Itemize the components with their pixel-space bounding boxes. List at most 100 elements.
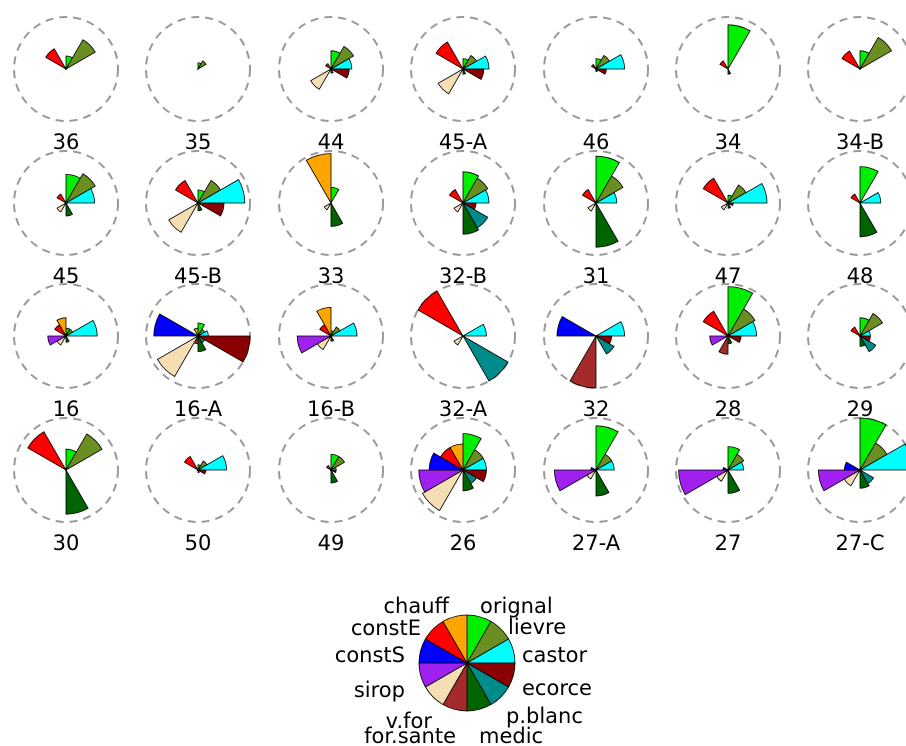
segment-constS xyxy=(843,461,862,471)
segment-sirop xyxy=(817,469,862,492)
star-label: 27-A xyxy=(572,531,621,555)
star-27: 27 xyxy=(675,417,781,555)
segment-lievre xyxy=(858,312,884,338)
segment-castor xyxy=(858,192,882,204)
legend-label-orignal: orignal xyxy=(480,594,553,618)
legend-label-for.sante: for.sante xyxy=(364,724,456,746)
segment-ecorce xyxy=(594,68,607,75)
reference-circle xyxy=(13,417,119,523)
segment-castor xyxy=(726,321,758,337)
segment-castor xyxy=(594,54,626,70)
segment-medic xyxy=(330,468,339,484)
segment-v.for xyxy=(453,334,465,346)
segment-for.sante xyxy=(718,334,729,355)
segment-ecorce xyxy=(726,202,734,207)
star-30: 30 xyxy=(13,417,119,555)
star-31: 31 xyxy=(543,150,649,288)
segment-sirop xyxy=(553,469,598,492)
star-label: 27-C xyxy=(836,531,885,555)
segment-orignal xyxy=(462,171,480,205)
reference-circle xyxy=(807,150,906,256)
star-27-C: 27-C xyxy=(807,417,906,555)
legend-label-p.blanc: p.blanc xyxy=(506,704,583,728)
star-35: 35 xyxy=(145,16,251,154)
reference-circle xyxy=(13,283,119,389)
reference-circle xyxy=(145,417,251,523)
segment-constE xyxy=(850,326,862,338)
legend-label-constS: constS xyxy=(335,643,405,667)
reference-circle xyxy=(278,16,384,122)
segment-medic xyxy=(727,201,732,209)
segment-orignal xyxy=(595,425,619,472)
segment-p.blanc xyxy=(461,334,509,382)
segment-medic xyxy=(462,468,474,492)
star-44: 44 xyxy=(278,16,384,154)
legend-label-medic: medic xyxy=(479,724,543,746)
segment-orignal xyxy=(330,186,340,205)
segment-lievre xyxy=(329,45,355,71)
segment-medic xyxy=(595,468,610,497)
segment-orignal xyxy=(595,155,620,205)
reference-circle xyxy=(145,16,251,122)
reference-circle xyxy=(278,417,384,523)
star-label: 49 xyxy=(318,531,345,555)
segment-constE xyxy=(850,193,862,205)
star-label: 45-A xyxy=(439,130,488,154)
segment-v.for xyxy=(421,468,465,512)
segment-castor xyxy=(594,192,618,204)
segment-constE xyxy=(417,290,465,338)
star-50: 50 xyxy=(145,417,251,555)
segment-chauff xyxy=(193,327,199,338)
segment-sirop xyxy=(678,469,730,496)
segment-ecorce xyxy=(726,335,742,344)
reference-circle xyxy=(13,150,119,256)
segment-castor xyxy=(594,460,615,471)
star-45-B: 45-B xyxy=(145,150,251,288)
star-34-B: 34-B xyxy=(807,16,906,154)
segment-ecorce xyxy=(461,68,485,80)
segment-medic xyxy=(65,334,70,343)
star-label: 32-A xyxy=(439,397,488,421)
legend-label-v.for: v.for xyxy=(386,709,433,733)
segment-castor xyxy=(64,319,98,337)
star-48: 48 xyxy=(807,150,906,288)
legend-label-sirop: sirop xyxy=(354,678,405,702)
star-45-A: 45-A xyxy=(410,16,516,154)
segment-medic xyxy=(197,334,207,353)
segment-lievre xyxy=(594,175,624,205)
star-33: 33 xyxy=(278,150,384,288)
legend-label-castor: castor xyxy=(522,643,587,667)
segment-constE xyxy=(590,63,598,71)
star-16: 16 xyxy=(13,283,119,421)
segment-castor xyxy=(594,321,626,337)
legend-label-ecorce: ecorce xyxy=(522,676,592,700)
star-49: 49 xyxy=(278,417,384,555)
segment-medic xyxy=(727,67,732,75)
segment-chauff xyxy=(449,443,464,472)
legend-segment-chauff xyxy=(442,614,468,665)
segment-medic xyxy=(65,201,74,217)
segment-v.for xyxy=(323,201,333,211)
segment-constE xyxy=(27,431,68,472)
segment-constE xyxy=(45,48,68,71)
star-label: 26 xyxy=(450,531,477,555)
star-32: 32 xyxy=(543,283,649,421)
reference-circle xyxy=(543,150,649,256)
segment-constS xyxy=(722,466,730,471)
segment-p.blanc xyxy=(858,334,877,353)
segment-constE xyxy=(448,188,465,205)
star-46: 46 xyxy=(543,16,649,154)
segment-constE xyxy=(174,179,200,205)
legend-label-lievre: lievre xyxy=(508,615,566,639)
segment-medic xyxy=(197,468,200,474)
segment-lievre xyxy=(64,433,103,472)
segment-medic xyxy=(595,67,598,73)
segment-lievre xyxy=(726,453,745,472)
segment-medic xyxy=(859,201,878,238)
segment-sirop xyxy=(296,335,333,354)
segment-castor xyxy=(461,55,490,70)
segment-medic xyxy=(197,201,203,212)
segment-ecorce xyxy=(196,469,207,475)
star-label: 16-A xyxy=(174,397,223,421)
